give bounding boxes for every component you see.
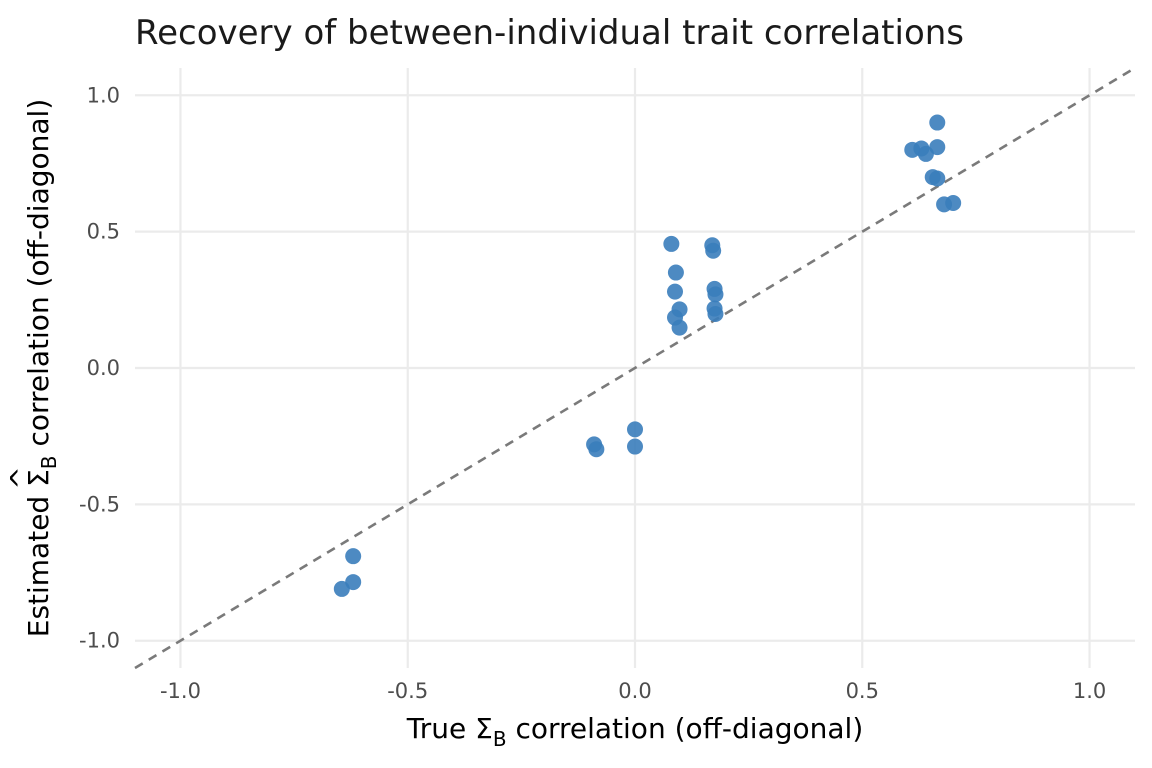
data-point xyxy=(345,548,362,565)
data-point xyxy=(588,441,605,458)
x-axis-title-sigma: Σ xyxy=(475,712,493,745)
x-tick-label: 0.5 xyxy=(846,679,879,703)
x-tick-label: -1.0 xyxy=(160,679,201,703)
data-point xyxy=(671,319,688,336)
data-point xyxy=(663,235,680,252)
identity-reference-line xyxy=(134,66,1136,670)
y-axis-title: Estimated ΣB correlation (off-diagonal) xyxy=(22,99,61,638)
data-point xyxy=(707,306,724,322)
y-tick-label: 0.5 xyxy=(87,220,120,244)
x-axis-tick-labels: -1.0 -0.5 0.0 0.5 1.0 xyxy=(160,679,1106,703)
x-axis-title: True ΣB correlation (off-diagonal) xyxy=(406,712,864,751)
data-point xyxy=(627,421,643,438)
x-axis-title-suffix: correlation (off-diagonal) xyxy=(507,712,864,745)
data-point xyxy=(929,170,946,187)
x-tick-label: 1.0 xyxy=(1073,679,1106,703)
x-tick-label: 0.0 xyxy=(618,679,651,703)
y-axis-title-suffix: correlation (off-diagonal) xyxy=(22,99,55,456)
y-axis-title-hat: ^ xyxy=(4,466,37,489)
data-points xyxy=(333,114,962,597)
y-axis-title-sigma: Σ xyxy=(22,469,55,487)
y-axis-title-subscript: B xyxy=(37,455,61,469)
y-tick-label: -0.5 xyxy=(79,492,120,516)
y-tick-label: -1.0 xyxy=(79,629,120,653)
data-point xyxy=(945,195,962,211)
x-axis-title-subscript: B xyxy=(493,727,507,751)
data-point xyxy=(667,283,683,300)
grid-lines xyxy=(135,68,1135,668)
y-axis-title-group: Estimated ΣB correlation (off-diagonal) … xyxy=(4,99,61,638)
y-tick-label: 1.0 xyxy=(87,83,120,107)
chart-title: Recovery of between-individual trait cor… xyxy=(135,13,964,53)
data-point xyxy=(333,580,350,597)
data-point xyxy=(929,114,946,131)
y-tick-label: 0.0 xyxy=(87,356,120,380)
y-axis-title-prefix: Estimated xyxy=(22,487,55,637)
data-point xyxy=(705,242,722,259)
y-axis-tick-labels: -1.0 -0.5 0.0 0.5 1.0 xyxy=(79,83,120,652)
data-point xyxy=(627,438,643,455)
x-tick-label: -0.5 xyxy=(387,679,428,703)
data-point xyxy=(707,286,724,303)
x-axis-title-prefix: True xyxy=(406,712,475,745)
data-point xyxy=(929,139,946,156)
data-point xyxy=(667,264,684,281)
